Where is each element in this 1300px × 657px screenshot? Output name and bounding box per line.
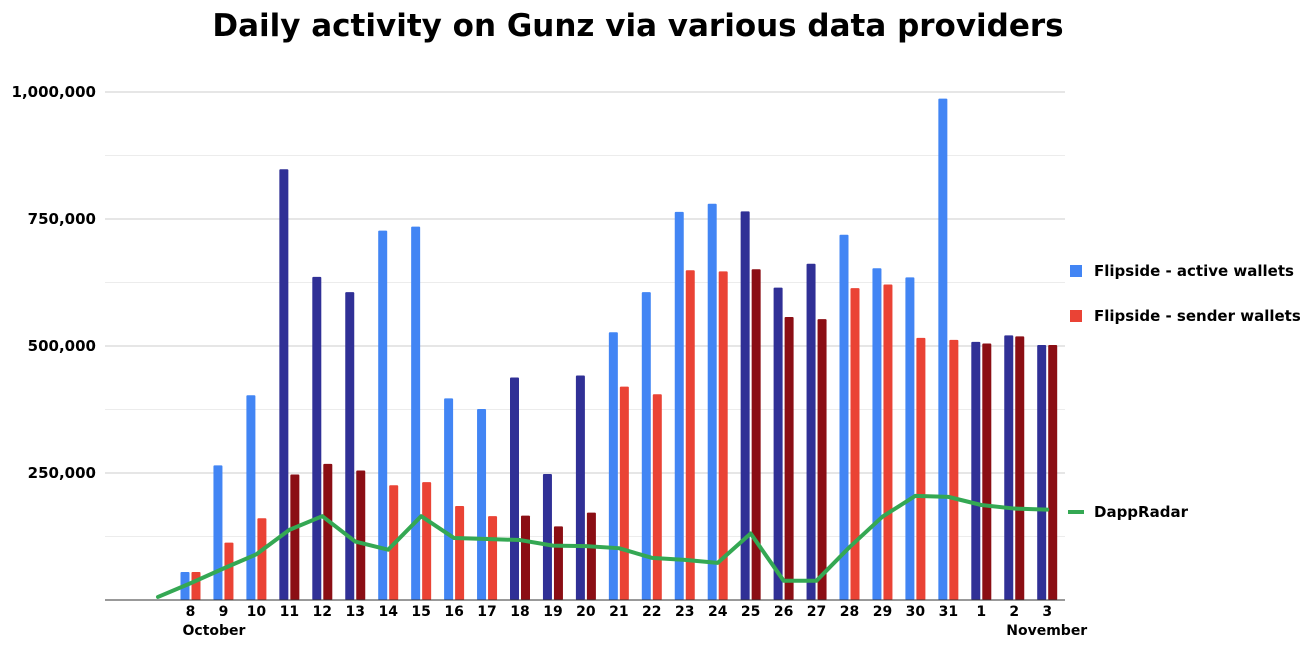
bar-sender-wallets <box>982 343 992 600</box>
bar-active-wallets <box>542 474 552 600</box>
dappradar-line <box>156 493 1050 599</box>
legend-label: Flipside - active wallets <box>1094 262 1294 280</box>
bar-sender-wallets <box>949 339 959 600</box>
y-tick-label: 250,000 <box>28 464 96 482</box>
x-tick-label: 27 <box>807 604 826 620</box>
bar-sender-wallets <box>455 506 465 600</box>
x-tick-label: 2 <box>1009 604 1019 620</box>
bar-sender-wallets <box>817 319 827 600</box>
legend-label: Flipside - sender wallets <box>1094 307 1300 325</box>
legend-swatch <box>1070 310 1082 322</box>
bar-sender-wallets <box>257 518 267 600</box>
x-group-label: October <box>183 623 246 639</box>
bar-sender-wallets <box>191 572 201 600</box>
bar-active-wallets <box>707 203 717 600</box>
bar-active-wallets <box>477 408 487 600</box>
bar-sender-wallets <box>685 270 695 600</box>
bar-sender-wallets <box>619 386 629 600</box>
bar-active-wallets <box>246 395 256 600</box>
bar-sender-wallets <box>784 317 794 600</box>
x-tick-label: 25 <box>741 604 760 620</box>
bar-active-wallets <box>213 465 223 600</box>
x-tick-label: 29 <box>873 604 892 620</box>
bar-active-wallets <box>608 332 618 600</box>
x-tick-label: 9 <box>219 604 229 620</box>
legend: Flipside - active wallets Flipside - send… <box>1068 262 1300 521</box>
bar-active-wallets <box>575 375 585 600</box>
x-tick-label: 21 <box>609 604 628 620</box>
bar-active-wallets <box>312 276 322 600</box>
x-tick-label: 17 <box>477 604 496 620</box>
bar-active-wallets <box>905 277 915 600</box>
legend-swatch <box>1070 265 1082 277</box>
y-tick-label: 750,000 <box>28 210 96 228</box>
x-tick-label: 28 <box>840 604 859 620</box>
bar-sender-wallets <box>652 394 662 600</box>
bar-active-wallets <box>444 398 454 600</box>
x-tick-label: 30 <box>906 604 926 620</box>
x-axis: 8 9 10 11 12 13 14 15 16 17 18 19 20 21 22 23 24 25 26 27 28… <box>105 599 1087 639</box>
bar-active-wallets <box>971 341 981 600</box>
chart-title: Daily activity on Gunz via various data … <box>212 8 1064 44</box>
bar-active-wallets <box>839 234 849 601</box>
bar-sender-wallets <box>1015 336 1025 600</box>
bar-active-wallets <box>938 98 948 600</box>
x-tick-label: 19 <box>543 604 562 620</box>
x-tick-label: 3 <box>1042 604 1052 620</box>
bar-active-wallets <box>806 263 816 600</box>
bar-active-wallets <box>872 268 882 600</box>
bar-sender-wallets <box>553 526 563 600</box>
bar-active-wallets <box>510 377 519 600</box>
bar-active-wallets <box>674 211 684 600</box>
bar-sender-wallets <box>224 542 234 600</box>
x-tick-label: 24 <box>708 604 728 620</box>
bar-active-wallets <box>773 287 783 600</box>
x-tick-label: 26 <box>774 604 793 620</box>
bar-sender-wallets <box>323 463 333 600</box>
x-tick-label: 18 <box>510 604 529 620</box>
bar-active-wallets <box>1037 344 1047 600</box>
bar-active-wallets <box>641 292 651 600</box>
bar-sender-wallets <box>488 516 498 600</box>
x-tick-label: 8 <box>186 604 196 620</box>
x-tick-label: 16 <box>444 604 463 620</box>
bar-active-wallets <box>279 169 289 600</box>
bar-sender-wallets <box>290 474 300 600</box>
x-tick-label: 14 <box>378 604 398 620</box>
bar-active-wallets <box>378 230 388 600</box>
x-tick-label: 11 <box>280 604 299 620</box>
bar-sender-wallets <box>751 269 761 600</box>
x-tick-label: 1 <box>976 604 986 620</box>
bar-active-wallets <box>345 292 355 600</box>
bar-sender-wallets <box>850 288 860 600</box>
bars <box>180 98 1058 601</box>
x-tick-label: 31 <box>939 604 958 620</box>
bar-sender-wallets <box>718 271 728 600</box>
bar-sender-wallets <box>586 512 596 600</box>
bar-sender-wallets <box>422 482 432 600</box>
bar-sender-wallets <box>916 337 926 600</box>
bar-sender-wallets <box>1048 344 1058 600</box>
bar-active-wallets <box>411 226 421 600</box>
bar-active-wallets <box>1004 335 1014 600</box>
x-tick-label: 20 <box>576 604 596 620</box>
x-tick-label: 10 <box>247 604 267 620</box>
bar-sender-wallets <box>356 470 366 600</box>
y-tick-label: 1,000,000 <box>12 83 96 101</box>
x-tick-label: 13 <box>346 604 365 620</box>
bar-sender-wallets <box>883 284 893 600</box>
bar-sender-wallets <box>521 515 530 600</box>
y-axis: 250,000 500,000 750,000 1,000,000 <box>12 83 96 482</box>
y-tick-label: 500,000 <box>28 337 96 355</box>
x-group-label: November <box>1006 623 1087 639</box>
legend-label: DappRadar <box>1094 503 1189 521</box>
dappradar-series-line <box>156 493 1050 599</box>
x-tick-label: 15 <box>411 604 430 620</box>
bar-active-wallets <box>740 211 750 600</box>
x-tick-label: 23 <box>675 604 694 620</box>
x-tick-label: 22 <box>642 604 661 620</box>
x-tick-label: 12 <box>313 604 332 620</box>
